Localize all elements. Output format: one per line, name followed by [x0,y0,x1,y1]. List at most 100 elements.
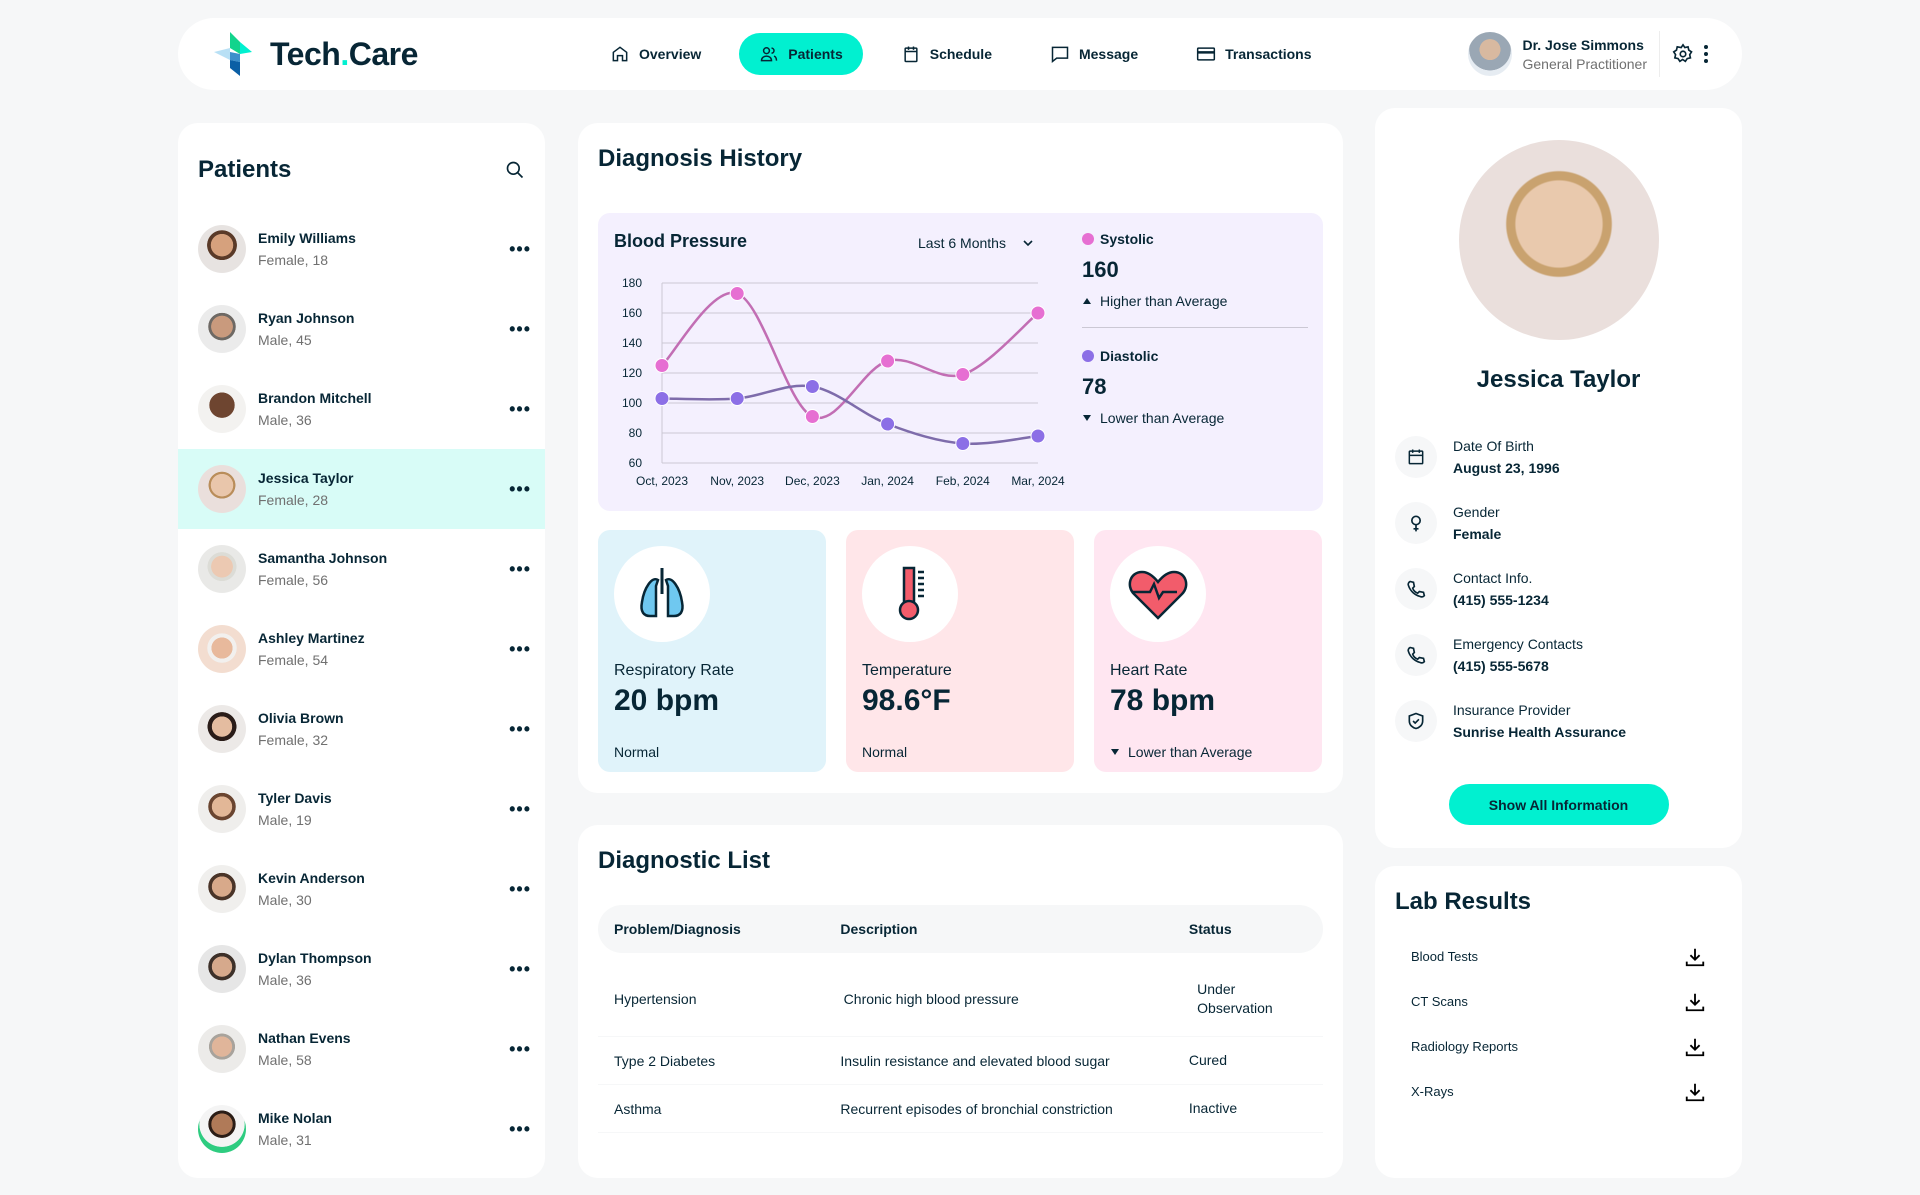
diagnosis-history-title: Diagnosis History [598,145,803,172]
nav-transactions[interactable]: Transactions [1176,33,1331,75]
more-horizontal-icon[interactable]: ••• [509,238,531,259]
divider [1659,31,1660,77]
range-label: Last 6 Months [918,235,1006,251]
patient-row[interactable]: Ashley Martinez Female, 54 ••• [178,609,545,689]
lab-item-label: X-Rays [1411,1084,1454,1099]
avatar [198,865,246,913]
patient-list: Emily Williams Female, 18 ••• Ryan Johnson… [178,209,545,1169]
heart-rate-card: Heart Rate 78 bpm Lower than Average [1094,530,1322,772]
patient-row[interactable]: Dylan Thompson Male, 36 ••• [178,929,545,1009]
info-emergency: Emergency Contacts (415) 555-5678 [1395,622,1722,688]
lungs-icon [640,568,684,618]
nav-message[interactable]: Message [1030,33,1158,75]
diastolic-status: Lower than Average [1082,410,1308,426]
patient-info: Male, 30 [258,892,312,908]
lab-results-panel: Lab Results Blood Tests CT Scans Radiolo… [1375,866,1742,1178]
show-all-information-button[interactable]: Show All Information [1448,784,1669,825]
more-horizontal-icon[interactable]: ••• [509,798,531,819]
more-horizontal-icon[interactable]: ••• [509,478,531,499]
svg-text:80: 80 [629,426,643,440]
download-icon[interactable] [1684,1036,1706,1058]
patient-info: Female, 28 [258,492,329,508]
nav-message-label: Message [1078,46,1139,62]
avatar [198,385,246,433]
nav-overview-label: Overview [639,46,702,62]
user-role: General Practitioner [1522,55,1647,72]
lab-item[interactable]: Radiology Reports [1395,1024,1722,1069]
user-name: Dr. Jose Simmons [1522,36,1644,53]
more-horizontal-icon[interactable]: ••• [509,398,531,419]
patient-row[interactable]: Samantha Johnson Female, 56 ••• [178,529,545,609]
patient-row[interactable]: Ryan Johnson Male, 45 ••• [178,289,545,369]
more-horizontal-icon[interactable]: ••• [509,318,531,339]
info-value: Female [1453,526,1502,542]
patient-name: Emily Williams [258,230,356,246]
shield-check-icon [1408,712,1424,730]
profile-name: Jessica Taylor [1476,366,1641,393]
patient-row[interactable]: Kevin Anderson Male, 30 ••• [178,849,545,929]
table-row: Hypertension Chronic high blood pressure… [598,961,1323,1037]
svg-text:180: 180 [622,276,642,290]
search-icon[interactable] [505,160,525,180]
svg-text:Mar, 2024: Mar, 2024 [1011,474,1065,488]
download-icon[interactable] [1684,946,1706,968]
lab-item[interactable]: Blood Tests [1395,934,1722,979]
more-horizontal-icon[interactable]: ••• [509,878,531,899]
patient-name: Tyler Davis [258,790,332,806]
home-icon [612,46,628,62]
info-dob: Date Of Birth August 23, 1996 [1395,424,1722,490]
vital-value: 78 bpm [1110,684,1216,717]
patient-row[interactable]: Brandon Mitchell Male, 36 ••• [178,369,545,449]
patient-info: Female, 18 [258,252,329,268]
more-horizontal-icon[interactable]: ••• [509,1038,531,1059]
vital-label: Temperature [862,662,952,679]
patient-name: Jessica Taylor [258,470,354,486]
patient-row[interactable]: Emily Williams Female, 18 ••• [178,209,545,289]
more-horizontal-icon[interactable]: ••• [509,718,531,739]
avatar [198,225,246,273]
more-horizontal-icon[interactable]: ••• [509,1118,531,1139]
nav-schedule[interactable]: Schedule [881,33,1012,75]
systolic-status: Higher than Average [1082,293,1308,309]
user-profile[interactable]: Dr. Jose Simmons General Practitioner [1468,32,1647,76]
lab-results-title: Lab Results [1395,888,1532,915]
nav-patients[interactable]: Patients [739,33,863,75]
more-horizontal-icon[interactable]: ••• [509,638,531,659]
patient-row[interactable]: Olivia Brown Female, 32 ••• [178,689,545,769]
heart-rate-icon [1128,570,1188,620]
patient-row-selected[interactable]: Jessica Taylor Female, 28 ••• [178,449,545,529]
download-icon[interactable] [1684,1081,1706,1103]
patient-info: Female, 56 [258,572,329,588]
more-vertical-icon[interactable] [1702,43,1710,65]
download-icon[interactable] [1684,991,1706,1013]
lab-item[interactable]: CT Scans [1395,979,1722,1024]
svg-text:Dec, 2023: Dec, 2023 [785,474,840,488]
patient-info: Female, 54 [258,652,329,668]
info-label: Emergency Contacts [1453,636,1583,652]
diastolic-value: 78 [1082,374,1107,399]
gear-icon[interactable] [1672,43,1694,65]
diagnostic-list-panel: Diagnostic List Problem/Diagnosis Descri… [578,825,1343,1178]
cell-status: Inactive [1188,1100,1238,1116]
info-value: (415) 555-1234 [1453,592,1549,608]
patient-row[interactable]: Nathan Evens Male, 58 ••• [178,1009,545,1089]
more-horizontal-icon[interactable]: ••• [509,958,531,979]
calendar-icon [904,46,918,63]
arrow-down-icon [1083,415,1091,421]
info-value: August 23, 1996 [1453,460,1560,476]
svg-text:Oct, 2023: Oct, 2023 [636,474,688,488]
logo[interactable]: Tech.Care [210,30,590,78]
chart-title: Blood Pressure [614,231,748,251]
lab-item[interactable]: X-Rays [1395,1069,1722,1114]
patient-row[interactable]: Mike Nolan Male, 31 ••• [178,1089,545,1169]
logo-icon [214,32,252,76]
nav-overview[interactable]: Overview [590,33,721,75]
info-contact: Contact Info. (415) 555-1234 [1395,556,1722,622]
range-dropdown[interactable]: Last 6 Months [918,235,1034,251]
more-horizontal-icon[interactable]: ••• [509,558,531,579]
table-header: Problem/Diagnosis Description Status [598,905,1323,953]
logo-text: Tech.Care [270,35,418,72]
cell-description: Insulin resistance and elevated blood su… [840,1052,1110,1069]
patient-name: Nathan Evens [258,1030,351,1046]
patient-row[interactable]: Tyler Davis Male, 19 ••• [178,769,545,849]
